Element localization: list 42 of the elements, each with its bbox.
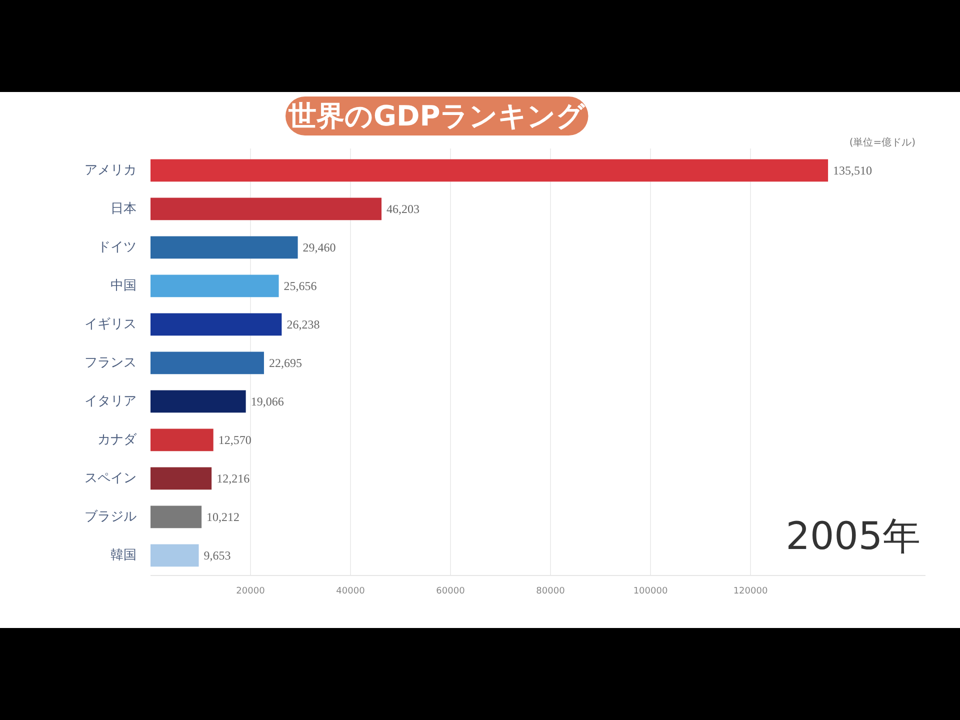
data-label: 135,510	[833, 163, 872, 178]
bar	[150, 428, 214, 452]
data-label: 25,656	[284, 278, 317, 293]
chart-title: 世界のGDPランキング	[288, 100, 586, 132]
y-tick-label: 日本	[110, 201, 136, 216]
x-tick-label: 40000	[336, 586, 366, 596]
y-tick-label: イタリア	[84, 394, 136, 409]
x-tick-label: 20000	[236, 586, 266, 596]
y-tick-label: 韓国	[110, 548, 136, 563]
chart-subtitle: (単位=億ドル)	[849, 136, 916, 148]
data-label: 9,653	[204, 548, 231, 562]
x-tick-label: 120000	[733, 586, 768, 596]
data-label: 29,460	[302, 240, 336, 254]
x-tick-label: 100000	[633, 586, 668, 596]
bar	[150, 506, 202, 528]
y-tick-label: フランス	[84, 355, 136, 370]
bar	[150, 274, 279, 298]
y-tick-label: アメリカ	[84, 162, 136, 178]
bar	[150, 544, 199, 567]
data-label: 10,212	[206, 510, 240, 524]
bar	[150, 352, 264, 374]
bar	[150, 159, 828, 182]
x-tick-label: 60000	[436, 586, 466, 596]
x-tick-label: 80000	[536, 586, 566, 596]
y-tick-label: ドイツ	[98, 240, 136, 255]
y-tick-label: スペイン	[84, 470, 136, 486]
y-tick-label: イギリス	[84, 316, 136, 332]
y-tick-label: カナダ	[98, 432, 138, 448]
data-label: 12,570	[218, 432, 252, 447]
data-label: 19,066	[250, 394, 284, 408]
data-label: 12,216	[216, 471, 250, 486]
data-label: 46,203	[386, 202, 420, 216]
bar	[150, 198, 382, 220]
y-tick-label: ブラジル	[84, 509, 136, 524]
bar	[150, 467, 212, 490]
data-label: 26,238	[286, 317, 320, 332]
bar	[150, 313, 282, 336]
y-tick-label: 中国	[110, 278, 136, 294]
annotation: 2005年	[786, 514, 921, 558]
bar	[150, 236, 298, 259]
bar	[150, 390, 246, 413]
data-label: 22,695	[268, 356, 302, 370]
